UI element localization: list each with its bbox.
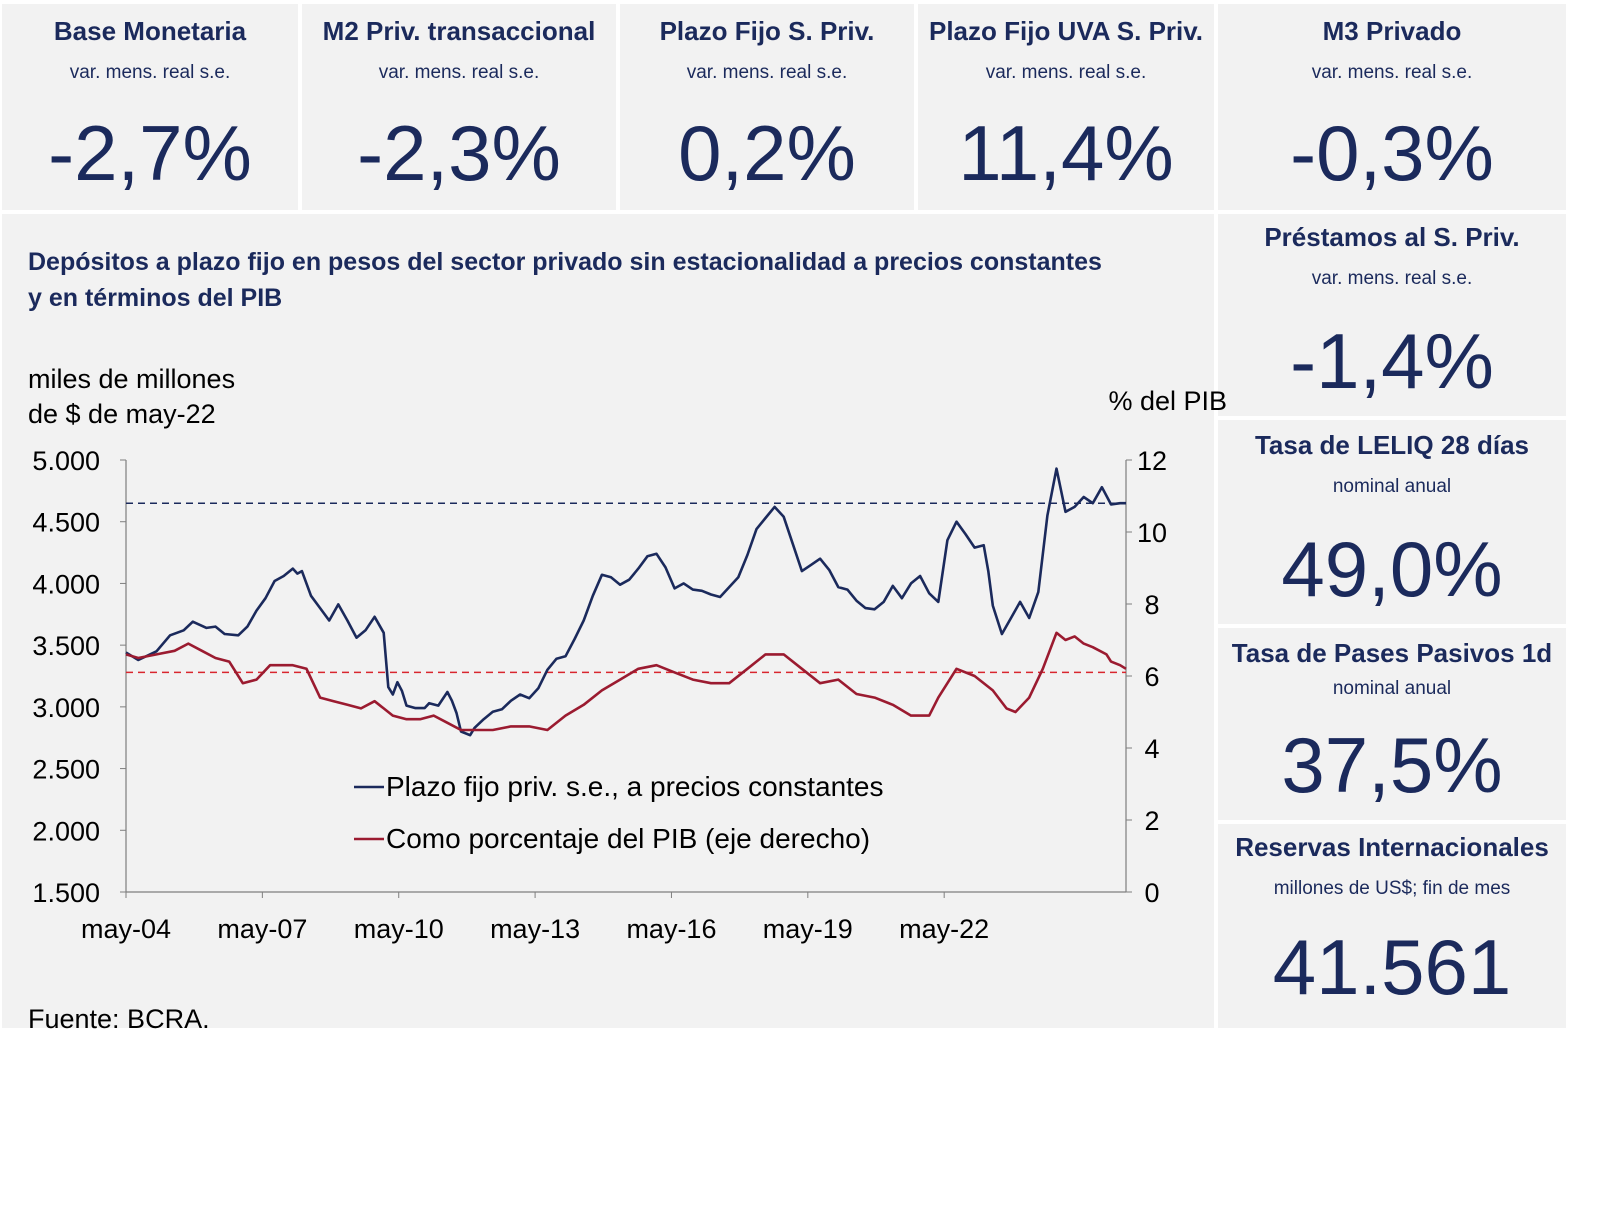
left-tick-label: 4.000 (32, 569, 100, 599)
kpi-subtitle: var. mens. real s.e. (1311, 268, 1473, 289)
kpi-subtitle: nominal anual (1332, 678, 1452, 699)
right-axis-unit: % del PIB (1108, 386, 1227, 416)
right-tick-label: 6 (1144, 662, 1159, 692)
kpi-m3: M3 Privado var. mens. real s.e. -0,3% (1218, 4, 1566, 210)
right-tick-label: 4 (1144, 734, 1159, 764)
kpi-subtitle: var. mens. real s.e. (69, 62, 231, 83)
kpi-title: Tasa de LELIQ 28 días (1254, 430, 1530, 460)
left-tick-label: 2.500 (32, 755, 100, 785)
left-tick-label: 3.000 (32, 693, 100, 723)
right-tick-label: 2 (1144, 806, 1159, 836)
left-axis-unit-line1: miles de millones (28, 364, 236, 394)
series-line-pib (125, 631, 1127, 732)
kpi-prestamos: Préstamos al S. Priv. var. mens. real s.… (1218, 214, 1566, 416)
x-tick-label: may-19 (763, 914, 853, 944)
left-tick-label: 3.500 (32, 631, 100, 661)
kpi-value: 41.561 (1272, 923, 1512, 1011)
kpi-value: -2,3% (357, 109, 561, 197)
kpi-value: -0,3% (1290, 109, 1494, 197)
legend-label: Plazo fijo priv. s.e., a precios constan… (386, 771, 884, 802)
x-tick-label: may-13 (490, 914, 580, 944)
kpi-leliq: Tasa de LELIQ 28 días nominal anual 49,0… (1218, 420, 1566, 624)
line-chart: 1.500 2.000 2.500 3.000 3.500 4.000 4.500 5.000… (32, 446, 1167, 944)
kpi-subtitle: millones de US$; fin de mes (1273, 878, 1511, 899)
left-tick-label: 1.500 (32, 878, 100, 908)
kpi-title: Reservas Internacionales (1235, 832, 1549, 862)
kpi-subtitle: var. mens. real s.e. (1311, 62, 1473, 83)
kpi-base-monetaria: Base Monetaria var. mens. real s.e. -2,7… (2, 4, 298, 210)
left-tick-label: 5.000 (32, 446, 100, 476)
right-tick-label: 12 (1137, 446, 1167, 476)
right-tick-label: 8 (1144, 590, 1159, 620)
kpi-title: M2 Priv. transaccional (322, 16, 596, 46)
x-tick-label: may-22 (899, 914, 989, 944)
kpi-title: Préstamos al S. Priv. (1264, 222, 1520, 252)
left-axis-unit: miles de millones de $ de may-22 (28, 362, 235, 432)
kpi-value: 49,0% (1281, 525, 1503, 613)
x-tick-label: may-04 (81, 914, 171, 944)
chart-title-line2: y en términos del PIB (28, 284, 283, 312)
right-tick-label: 10 (1137, 518, 1167, 548)
kpi-value: 11,4% (958, 109, 1174, 197)
kpi-title: Plazo Fijo S. Priv. (659, 16, 875, 46)
chart-title-line1: Depósitos a plazo fijo en pesos del sect… (28, 248, 1102, 276)
kpi-subtitle: var. mens. real s.e. (686, 62, 848, 83)
series-line-plazo-fijo (125, 467, 1126, 737)
x-tick-label: may-16 (626, 914, 716, 944)
kpi-title: Plazo Fijo UVA S. Priv. (928, 16, 1203, 46)
left-tick-label: 4.500 (32, 508, 100, 538)
kpi-m2: M2 Priv. transaccional var. mens. real s… (302, 4, 616, 210)
kpi-subtitle: var. mens. real s.e. (985, 62, 1147, 83)
kpi-value: 0,2% (678, 109, 856, 197)
left-axis-unit-line2: de $ de may-22 (28, 399, 216, 429)
kpi-plazo-fijo-uva: Plazo Fijo UVA S. Priv. var. mens. real … (918, 4, 1214, 210)
chart-title: Depósitos a plazo fijo en pesos del sect… (28, 244, 1148, 316)
chart-source: Fuente: BCRA. (28, 1004, 210, 1034)
kpi-title: Tasa de Pases Pasivos 1d (1231, 638, 1553, 668)
kpi-subtitle: nominal anual (1332, 476, 1452, 497)
kpi-plazo-fijo: Plazo Fijo S. Priv. var. mens. real s.e.… (620, 4, 914, 210)
right-tick-label: 0 (1144, 878, 1159, 908)
x-tick-label: may-10 (354, 914, 444, 944)
kpi-title: Base Monetaria (53, 16, 247, 46)
left-tick-label: 2.000 (32, 816, 100, 846)
kpi-value: -2,7% (48, 109, 252, 197)
x-tick-label: may-07 (217, 914, 307, 944)
kpi-value: -1,4% (1290, 317, 1494, 405)
chart-panel: Depósitos a plazo fijo en pesos del sect… (2, 214, 1227, 1034)
kpi-reservas: Reservas Internacionales millones de US$… (1218, 824, 1566, 1028)
kpi-subtitle: var. mens. real s.e. (378, 62, 540, 83)
kpi-value: 37,5% (1281, 721, 1503, 809)
legend-label: Como porcentaje del PIB (eje derecho) (386, 823, 870, 854)
kpi-title: M3 Privado (1322, 16, 1462, 46)
kpi-pases: Tasa de Pases Pasivos 1d nominal anual 3… (1218, 628, 1566, 820)
